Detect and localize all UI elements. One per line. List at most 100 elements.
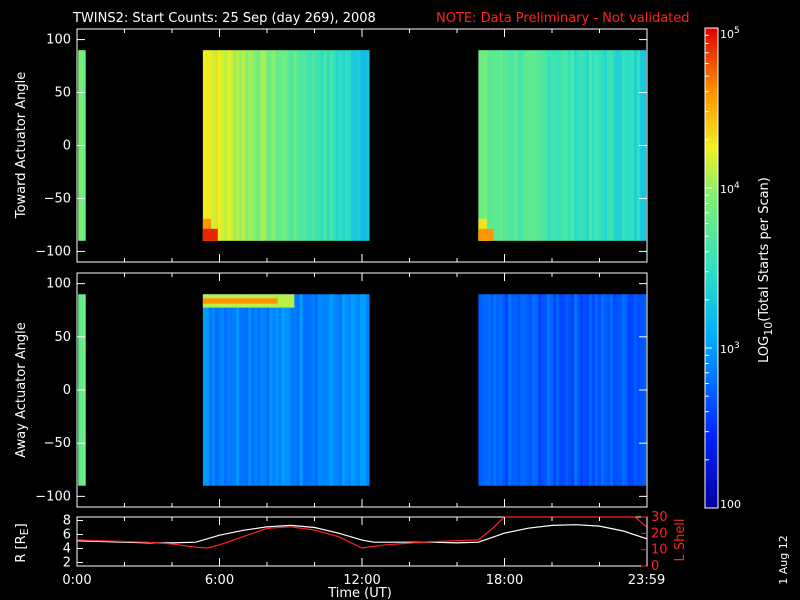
heat-cell-away-1-52	[360, 294, 364, 486]
heat-cell-toward-1-33	[302, 50, 307, 241]
heat-cell-away-1-40	[323, 294, 328, 486]
heat-cell-toward-2-39	[594, 50, 599, 241]
heat-cell-away-1-29	[290, 294, 294, 486]
heat-cell-toward-1-6	[221, 50, 225, 241]
heat-cell-away-2-41	[600, 294, 605, 486]
hot-band-away-1	[202, 298, 278, 304]
heat-cell-toward-1-28	[287, 50, 291, 241]
toward-ylabel: Toward Actuator Angle	[14, 72, 29, 219]
heat-cell-toward-1-1	[205, 50, 210, 241]
heat-cell-away-1-53	[363, 294, 367, 486]
toward-heatmap-panel: 100 50 0 −50 −100	[35, 28, 648, 263]
heat-cell-away-1-33	[302, 294, 307, 486]
heat-cell-toward-2-29	[565, 50, 569, 241]
heat-cell-away-1-19	[260, 294, 264, 486]
heat-cell-away-2-8	[502, 294, 506, 486]
heat-cell-away-1-34	[305, 294, 310, 486]
heat-cell-away-2-18	[532, 294, 536, 486]
heat-cell-toward-1-42	[329, 50, 334, 241]
heat-cell-away-2-12	[514, 294, 518, 486]
heat-cell-away-2-20	[538, 294, 542, 486]
colorbar-tick-base-0: 10	[720, 28, 734, 41]
ytick-label-away-0: 100	[46, 277, 71, 292]
heat-cell-away-1-8	[227, 294, 231, 486]
xtick-label-4: 23:59	[628, 573, 665, 588]
heat-cell-away-2-27	[559, 294, 563, 486]
heat-cell-toward-2-30	[568, 50, 572, 241]
heat-cell-toward-2-24	[550, 50, 554, 241]
heat-cell-toward-2-18	[532, 50, 536, 241]
orbit-right-ylabel: L Shell	[673, 518, 688, 561]
heat-cell-toward-1-22	[269, 50, 273, 241]
time-xlabel: Time (UT)	[327, 586, 392, 600]
heat-cell-away-2-47	[618, 294, 623, 486]
orbit-rtick-label-3: 0	[651, 559, 659, 574]
heat-cell-away-2-5	[493, 294, 497, 486]
heat-cell-away-2-42	[603, 294, 608, 486]
heat-cell-away-2-1	[481, 294, 485, 486]
colorbar-tick-label-0: 105	[720, 26, 740, 41]
heat-cell-away-2-9	[505, 294, 509, 486]
heat-cell-toward-1-12	[239, 50, 243, 241]
heat-cell-toward-1-37	[314, 50, 319, 241]
heat-cell-away-2-31	[571, 294, 575, 486]
heat-cell-away-1-15	[248, 294, 252, 486]
heat-cell-away-1-16	[251, 294, 255, 486]
heat-cell-away-2-32	[574, 294, 578, 486]
heat-cell-toward-2-47	[618, 50, 623, 241]
heat-cell-away-1-26	[281, 294, 285, 486]
orbit-ytick-label-1: 6	[63, 528, 71, 543]
orbit-left-ylabel-main: R [R	[14, 535, 29, 562]
heat-cell-away-2-51	[630, 294, 635, 486]
heat-cell-toward-2-43	[606, 50, 611, 241]
heat-cell-away-1-23	[272, 294, 276, 486]
heat-cell-away-1-18	[257, 294, 261, 486]
heat-cell-away-1-12	[239, 294, 243, 486]
ytick-label-away-1: 50	[54, 330, 71, 345]
heat-cell-away-2-23	[547, 294, 551, 486]
r-series-line	[76, 524, 647, 544]
heat-cell-toward-1-46	[341, 50, 346, 241]
heat-cell-toward-1-3	[211, 50, 216, 241]
heat-cell-away-1-45	[338, 294, 343, 486]
colorbar-tick-label-2: 103	[720, 341, 740, 356]
heat-cell-toward-2-17	[529, 50, 533, 241]
heat-cell-toward-1-0	[202, 50, 207, 241]
heat-cell-away-2-26	[556, 294, 560, 486]
heat-cell-toward-1-32	[299, 50, 304, 241]
heat-cell-toward-1-15	[248, 50, 252, 241]
heat-cell-away-2-40	[597, 294, 602, 486]
heat-cell-away-1-44	[335, 294, 340, 486]
heat-cell-toward-1-16	[251, 50, 255, 241]
heat-cell-toward-2-32	[574, 50, 578, 241]
heat-cell-toward-1-54	[366, 50, 370, 241]
heat-cell-toward-2-15	[523, 50, 527, 241]
heat-cell-toward-1-9	[230, 50, 234, 241]
heat-cell-toward-1-14	[245, 50, 249, 241]
heat-cell-away-1-2	[208, 294, 213, 486]
heat-cell-away-1-48	[347, 294, 352, 486]
orbit-left-ylabel-end: ]	[14, 523, 29, 528]
heat-cell-toward-1-23	[272, 50, 276, 241]
heat-cell-toward-1-39	[320, 50, 325, 241]
orbit-left-ylabel-sub: E	[18, 528, 31, 535]
heat-cell-away-2-2	[484, 294, 488, 486]
heat-cell-toward-1-11	[236, 50, 240, 241]
heat-cell-toward-1-44	[335, 50, 340, 241]
heat-cell-toward-2-9	[505, 50, 509, 241]
heat-cell-toward-1-26	[281, 50, 285, 241]
heat-cell-away-2-10	[508, 294, 512, 486]
orbit-left-ylabel: R [RE]	[14, 523, 31, 562]
colorbar-tick-label-1: 104	[720, 181, 740, 196]
heat-cell-toward-2-41	[600, 50, 605, 241]
heat-cell-toward-1-18	[257, 50, 261, 241]
heat-cell-toward-1-13	[242, 50, 246, 241]
heat-cell-away-1-20	[263, 294, 267, 486]
heat-cell-toward-2-7	[499, 50, 503, 241]
heat-cell-toward-1-50	[354, 50, 358, 241]
heat-cell-toward-1-10	[233, 50, 237, 241]
heat-cell-toward-2-45	[612, 50, 617, 241]
heat-cell-away-1-42	[329, 294, 334, 486]
away-heatmap-panel: 100 50 0 −50 −100	[35, 272, 648, 508]
